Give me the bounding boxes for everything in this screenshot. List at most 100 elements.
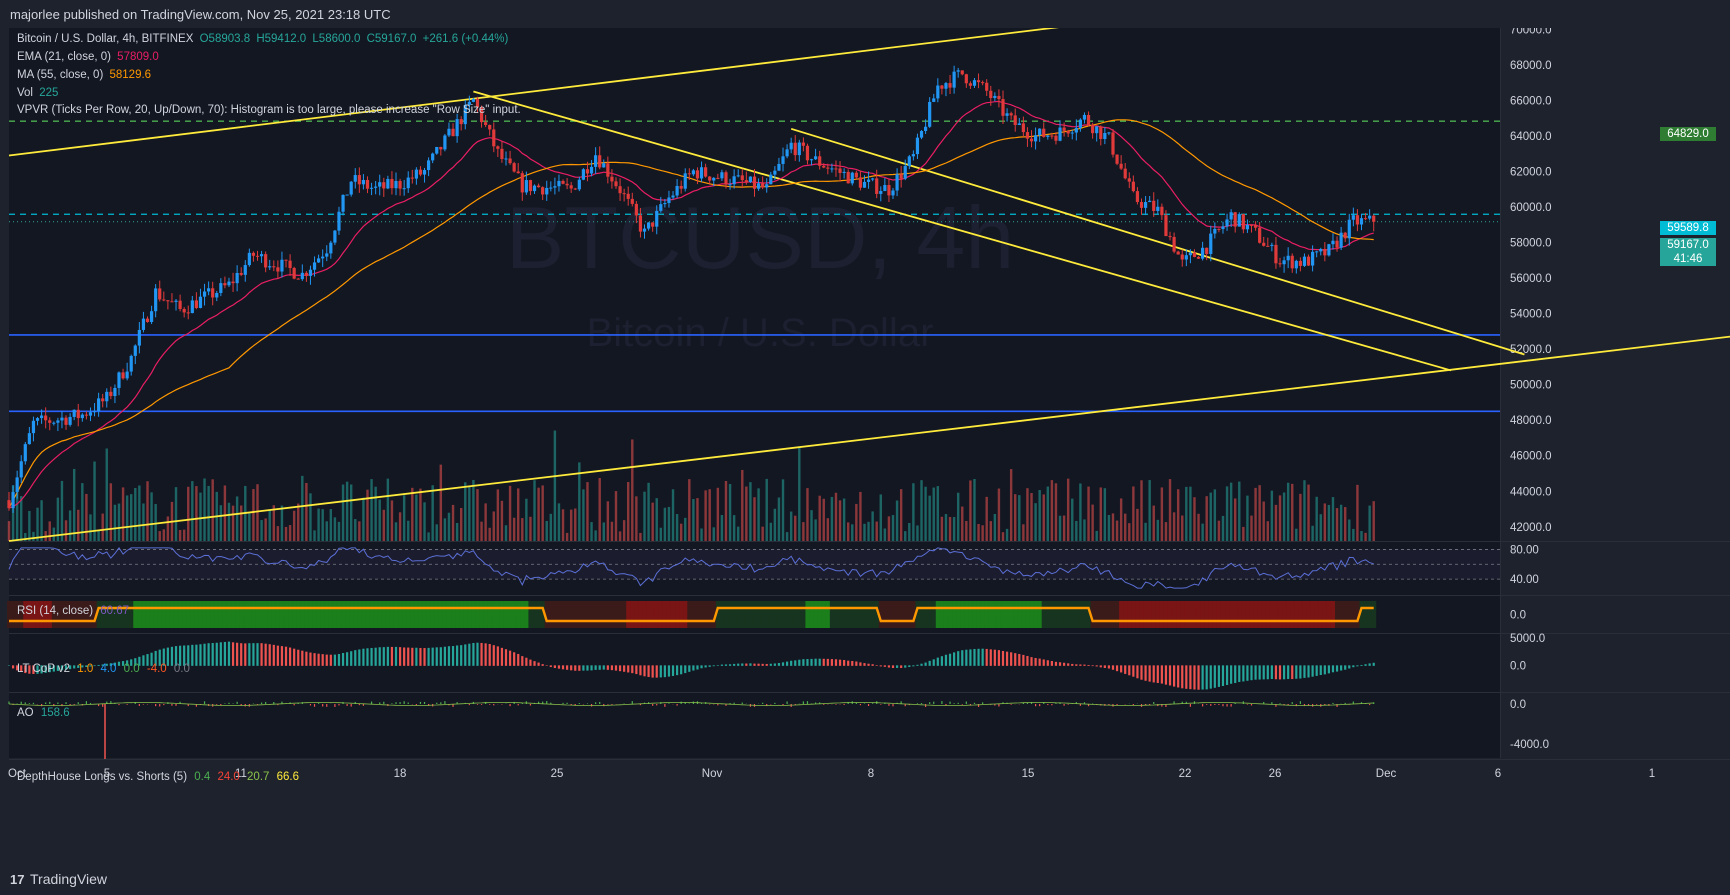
depthhouse-legend[interactable]: DepthHouse Longs vs. Shorts (5) 0.4 24.0… [17,771,303,783]
ao-bar [1238,665,1241,683]
candle-body [68,416,72,425]
ao-bar [818,658,821,666]
ltcop-cell [703,601,709,628]
ao-bar [1335,665,1339,672]
candle-body [117,372,121,388]
ao-bar [191,644,194,666]
volume-bar [301,475,304,541]
volume-bar [765,478,768,541]
ltcop-cell [300,601,305,628]
ltcop-legend[interactable]: LT CoP v2 1.0 4.0 0.0 -4.0 0.0 [17,663,194,675]
ltcop-cell [903,601,908,628]
symbol-title[interactable]: Bitcoin / U.S. Dollar, 4h, BITFINEX [17,33,194,45]
ao-bar [643,665,646,677]
volume-bar [708,489,711,541]
ltcop-cell [15,601,20,628]
ao-bar [178,645,182,666]
candle-body [1253,225,1258,228]
candle-body [512,163,516,172]
ltcop-cell [1110,601,1116,628]
volume-bar [1193,497,1196,541]
ltcop-cell [222,601,228,628]
vol-legend[interactable]: Vol 225 [17,87,61,99]
candle-body [317,258,321,263]
brand-name[interactable]: TradingView [30,871,108,887]
volume-bar [105,448,108,541]
ma-legend[interactable]: MA (55, close, 0) 58129.6 [17,69,154,81]
volume-bar [480,521,483,541]
volume-bar [912,483,915,541]
ao-bar [1067,663,1070,666]
depthhouse-line [8,702,1374,706]
ltcop-cell [1326,601,1332,628]
candle-body [1042,128,1046,137]
ao-bar [105,663,108,666]
ltcop-cell [218,601,224,628]
candle-body [52,422,56,424]
ao-bar [1327,665,1331,674]
rsi-legend[interactable]: RSI (14, close) 60.67 [17,605,133,617]
candle-body [1086,114,1091,125]
ltcop-cell [446,601,452,628]
ltcop-cell [1078,601,1083,628]
volume-bar [1107,514,1111,541]
ltcop-cell [63,601,69,628]
ltcop-cell [1167,601,1173,628]
ao-bar [513,652,516,666]
volume-bar [1213,489,1217,541]
ao-legend[interactable]: AO 158.6 [17,707,74,719]
last-price-tag[interactable]: 59167.0 [1660,238,1716,252]
ltcop-value-4: -4.0 [146,663,167,675]
depthhouse-value-3: 20.7 [247,771,270,783]
volume-bar [684,517,687,541]
volume-bar [981,525,984,541]
ao-bar [1282,665,1286,680]
volume-bar [121,487,125,541]
ao-bar [1046,660,1049,666]
candle-body [170,301,174,303]
ltcop-cell [760,601,766,628]
ema-legend[interactable]: EMA (21, close, 0) 57809.0 [17,51,162,63]
vpvr-legend[interactable]: VPVR (Ticks Per Row, 20, Up/Down, 70): H… [17,104,524,116]
volume-bar [863,523,866,541]
candle-body [182,308,186,313]
candle-body [875,178,879,194]
ltcop-cell [51,601,57,628]
cyan-line-price-tag[interactable]: 59589.8 [1660,221,1716,235]
candle-body [1282,260,1286,265]
volume-bar [1266,521,1269,541]
ltcop-cell [169,601,175,628]
ltcop-cell [76,601,81,628]
ltcop-cell [520,601,525,628]
candle-body [1355,215,1360,225]
ltcop-cell [821,601,827,628]
candle-body [516,171,520,174]
candle-body [129,355,133,372]
ao-bar [936,657,939,666]
volume-bar [916,525,919,541]
ao-bar [953,652,956,666]
ltcop-cell [948,601,953,628]
ltcop-cell [785,601,790,628]
candle-body [231,281,235,284]
volume-bar [419,488,422,541]
candle-body [471,98,476,102]
volume-bar [64,520,68,541]
candle-body [1184,255,1188,260]
ao-bar [468,643,471,666]
ao-bar [1217,665,1221,687]
volume-bar [806,488,809,541]
ltcop-cell [406,601,411,628]
green-line-price-tag[interactable]: 64829.0 [1660,127,1716,141]
ltcop-cell [1229,601,1234,628]
volume-bar [1079,483,1082,541]
candle-body [492,129,496,147]
ltcop-cell [1273,601,1279,628]
ao-bar [1344,665,1347,670]
candle-body [15,477,19,493]
ao-bar [313,653,316,666]
ltcop-cell [1318,601,1324,628]
ao-bar [16,665,19,671]
ltcop-cell [752,601,758,628]
